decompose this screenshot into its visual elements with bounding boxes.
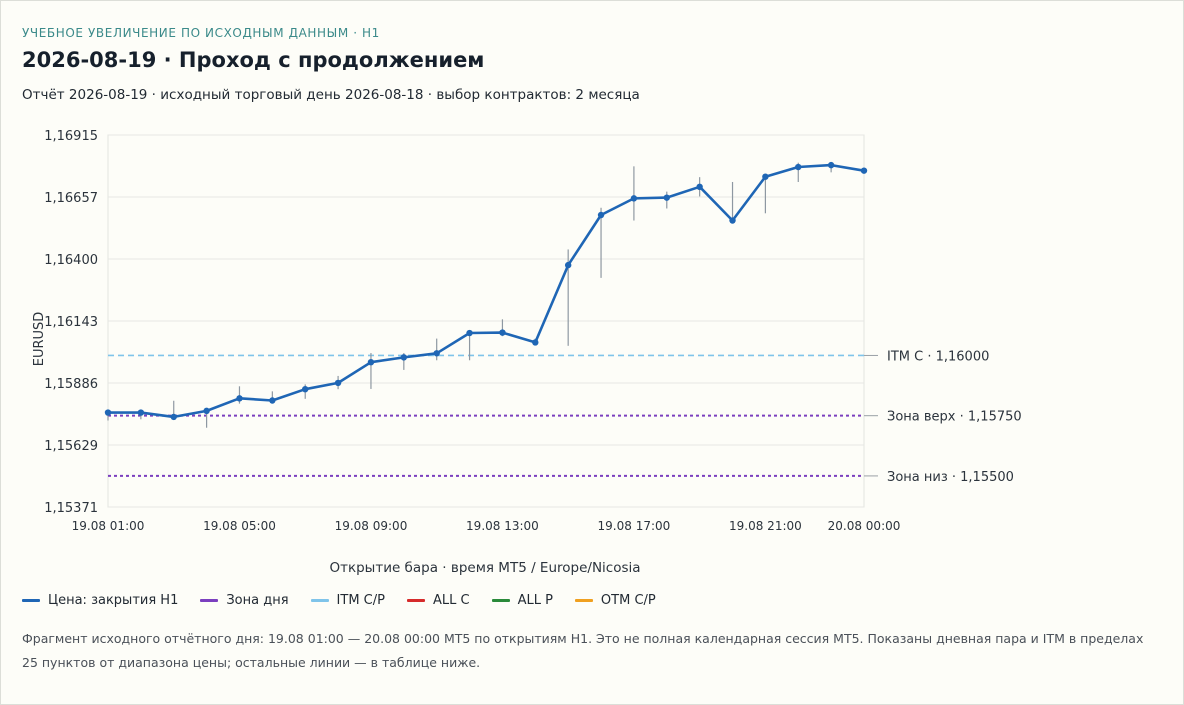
legend-item: ALL P	[491, 593, 553, 608]
close-price-point	[729, 217, 736, 224]
close-price-point	[860, 167, 868, 174]
level-label: Зона верх · 1,15750	[887, 410, 1022, 425]
close-price-point	[532, 339, 539, 346]
close-price-point	[433, 350, 440, 357]
chart-subtitle: Отчёт 2026-08-19 · исходный торговый ден…	[22, 87, 640, 103]
legend-swatch	[406, 599, 425, 602]
close-price-point	[696, 183, 703, 191]
legend-label: ITM C/P	[336, 593, 385, 608]
x-tick-label: 19.08 21:00	[729, 519, 802, 533]
legend-swatch	[22, 599, 40, 602]
level-label: Зона низ · 1,15500	[887, 470, 1014, 485]
legend-label: Зона дня	[226, 593, 289, 608]
chart-footnote: Фрагмент исходного отчётного дня: 19.08 …	[22, 631, 1144, 670]
close-price-point	[367, 358, 375, 366]
legend-swatch	[491, 599, 510, 602]
legend-swatch	[200, 599, 219, 602]
close-price-point	[499, 329, 506, 336]
chart-title: 2026-08-19 · Проход с продолжением	[22, 48, 485, 72]
close-price-point	[334, 379, 342, 387]
close-price-point	[597, 211, 605, 219]
close-price-point	[137, 409, 145, 416]
y-tick-label: 1,16657	[44, 191, 98, 206]
legend-swatch	[310, 599, 329, 602]
x-tick-label: 19.08 13:00	[466, 519, 539, 533]
chart-kicker: УЧЕБНОЕ УВЕЛИЧЕНИЕ ПО ИСХОДНЫМ ДАННЫМ · …	[22, 26, 380, 40]
close-price-point	[302, 385, 309, 393]
x-axis-ticks: 19.08 01:00 19.08 05:00 19.08 09:00 19.08 1…	[72, 519, 901, 533]
y-tick-label: 1,15886	[44, 377, 98, 392]
close-price-point	[236, 395, 243, 402]
x-tick-label: 20.08 00:00	[828, 519, 901, 533]
close-price-point	[795, 163, 802, 171]
legend-item: OTM C/P	[574, 593, 656, 608]
x-tick-label: 19.08 17:00	[598, 519, 671, 533]
legend-item: ALL C	[406, 593, 470, 608]
x-axis-label: Открытие бара · время MT5 / Europe/Nicos…	[329, 560, 640, 576]
close-price-point	[564, 261, 572, 269]
legend-label: OTM C/P	[600, 593, 656, 608]
close-price-point	[466, 329, 473, 337]
chart-legend: Цена: закрытия H1 Зона дня ITM C/P ALL C ALL…	[22, 593, 656, 608]
legend-label: ALL C	[432, 593, 470, 608]
level-lines: ITM C · 1,16000 Зона верх · 1,15750 Зона н…	[108, 349, 1022, 485]
y-tick-label: 1,15371	[44, 501, 98, 516]
x-tick-label: 19.08 05:00	[203, 519, 276, 533]
y-tick-label: 1,15629	[44, 439, 98, 454]
y-tick-label: 1,16400	[44, 253, 98, 268]
close-price-point	[269, 397, 276, 404]
y-axis-ticks: 1,16915 1,16657 1,16400 1,16143 1,15886 1,156…	[44, 129, 98, 516]
close-price-point	[400, 354, 408, 361]
level-label: ITM C · 1,16000	[887, 349, 989, 364]
grid-lines	[107, 134, 865, 508]
legend-item: Цена: закрытия H1	[22, 593, 178, 608]
close-price-point	[663, 194, 670, 201]
x-tick-label: 19.08 01:00	[72, 519, 145, 533]
price-wicks	[107, 162, 865, 428]
close-price-point	[203, 407, 210, 415]
legend-item: Зона дня	[200, 593, 289, 608]
price-series	[104, 161, 868, 421]
y-tick-label: 1,16915	[44, 129, 98, 144]
legend-item: ITM C/P	[310, 593, 385, 608]
y-axis-label: EURUSD	[32, 312, 47, 367]
legend-label: Цена: закрытия H1	[48, 593, 179, 608]
close-price-point	[762, 173, 769, 180]
legend-label: ALL P	[517, 593, 553, 608]
close-price-point	[104, 409, 112, 416]
legend-swatch	[574, 599, 593, 602]
price-chart: 1,16915 1,16657 1,16400 1,16143 1,15886 1,156…	[32, 129, 1022, 576]
close-price-line	[106, 163, 866, 419]
x-tick-label: 19.08 09:00	[335, 519, 408, 533]
y-tick-label: 1,16143	[44, 315, 98, 330]
close-price-point	[827, 161, 835, 169]
close-price-point	[630, 195, 638, 202]
close-price-point	[170, 413, 177, 421]
